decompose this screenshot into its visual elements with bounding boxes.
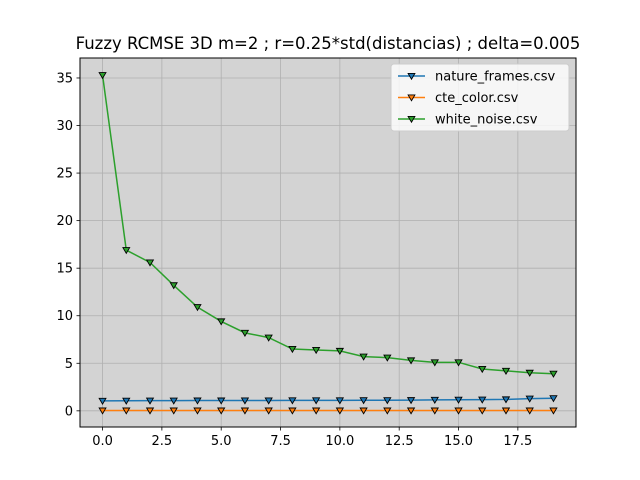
data-point bbox=[169, 282, 178, 290]
data-point bbox=[288, 346, 297, 354]
legend-item: cte_color.csv bbox=[398, 91, 519, 106]
x-tick-label: 5.0 bbox=[211, 434, 232, 449]
y-tick-label: 20 bbox=[56, 214, 73, 229]
data-point bbox=[406, 397, 416, 405]
data-point bbox=[335, 397, 345, 405]
data-point bbox=[240, 329, 250, 337]
data-point bbox=[264, 334, 273, 342]
data-point bbox=[478, 396, 487, 404]
data-point bbox=[240, 407, 250, 415]
data-point bbox=[430, 407, 439, 415]
data-point bbox=[383, 354, 392, 362]
x-tick-label: 15.0 bbox=[444, 434, 473, 449]
data-point bbox=[217, 397, 226, 405]
data-point bbox=[169, 407, 178, 415]
y-tick-label: 35 bbox=[56, 71, 73, 86]
data-point bbox=[193, 407, 202, 415]
data-point bbox=[478, 407, 487, 415]
data-point bbox=[501, 396, 511, 404]
data-point bbox=[311, 397, 321, 405]
data-point bbox=[145, 259, 155, 267]
data-point bbox=[335, 407, 345, 415]
x-tick-label: 12.5 bbox=[385, 434, 414, 449]
axis-ticks: 0.0 2.5 5.0 7.5 10.0 12.5 15.0 17.5 0 5 10 15 20 25 30… bbox=[56, 71, 532, 449]
data-point bbox=[193, 304, 202, 312]
data-point bbox=[217, 407, 226, 415]
data-point bbox=[145, 407, 155, 415]
data-point bbox=[359, 407, 368, 415]
series-cte-color-csv bbox=[98, 407, 558, 415]
legend-label: cte_color.csv bbox=[435, 91, 519, 106]
data-point bbox=[454, 359, 463, 367]
legend-item: white_noise.csv bbox=[398, 113, 538, 128]
chart-title: Fuzzy RCMSE 3D m=2 ; r=0.25*std(distanci… bbox=[76, 34, 581, 53]
data-point bbox=[501, 367, 511, 376]
series-white-noise-csv bbox=[98, 72, 558, 378]
data-point bbox=[264, 407, 273, 415]
series-layer bbox=[98, 72, 558, 415]
data-point bbox=[525, 369, 534, 377]
data-point bbox=[359, 397, 368, 405]
y-tick-label: 5 bbox=[65, 357, 73, 372]
data-point bbox=[145, 397, 155, 405]
data-point bbox=[217, 318, 226, 326]
x-tick-label: 17.5 bbox=[503, 434, 532, 449]
legend: nature_frames.csv cte_color.csv white_nois… bbox=[390, 63, 570, 132]
data-point bbox=[288, 397, 297, 405]
y-tick-label: 15 bbox=[56, 262, 73, 277]
legend-marker bbox=[407, 115, 416, 124]
data-point bbox=[525, 395, 534, 403]
data-point bbox=[406, 407, 416, 415]
data-point bbox=[169, 397, 178, 405]
series-nature-frames-csv bbox=[98, 395, 558, 405]
data-point bbox=[311, 407, 321, 415]
data-point bbox=[359, 353, 368, 361]
data-point bbox=[549, 407, 558, 415]
data-point bbox=[193, 397, 202, 405]
legend-marker bbox=[407, 94, 416, 102]
x-tick-label: 10.0 bbox=[325, 434, 354, 449]
series-line bbox=[102, 397, 554, 402]
data-point bbox=[454, 396, 463, 404]
data-point bbox=[288, 407, 297, 415]
data-point bbox=[454, 407, 463, 415]
legend-marker bbox=[407, 72, 416, 81]
data-point bbox=[122, 247, 131, 255]
data-point bbox=[98, 397, 107, 405]
data-point bbox=[264, 397, 273, 405]
data-point bbox=[406, 357, 416, 365]
data-point bbox=[525, 407, 534, 415]
x-tick-label: 0.0 bbox=[92, 434, 113, 449]
data-point bbox=[430, 359, 439, 367]
data-point bbox=[383, 397, 392, 405]
y-tick-label: 25 bbox=[56, 167, 73, 182]
legend-frame bbox=[390, 63, 570, 132]
data-point bbox=[383, 407, 392, 415]
data-point bbox=[549, 370, 558, 378]
data-point bbox=[501, 407, 511, 415]
legend-label: white_noise.csv bbox=[435, 113, 538, 128]
data-point bbox=[478, 365, 487, 374]
data-point bbox=[311, 346, 321, 355]
x-tick-label: 2.5 bbox=[152, 434, 173, 449]
legend-item: nature_frames.csv bbox=[398, 70, 555, 85]
data-point bbox=[240, 397, 250, 405]
x-tick-label: 7.5 bbox=[270, 434, 291, 449]
data-point bbox=[549, 395, 558, 403]
data-point bbox=[122, 407, 131, 415]
data-point bbox=[98, 72, 107, 80]
data-point bbox=[122, 397, 131, 405]
y-tick-label: 30 bbox=[56, 119, 73, 134]
data-point bbox=[335, 347, 345, 356]
data-point bbox=[98, 407, 107, 415]
legend-label: nature_frames.csv bbox=[435, 70, 555, 85]
y-tick-label: 10 bbox=[56, 309, 73, 324]
series-line bbox=[101, 75, 554, 375]
data-point bbox=[430, 396, 439, 405]
plot-frame bbox=[79, 57, 577, 428]
y-tick-label: 0 bbox=[65, 404, 73, 419]
